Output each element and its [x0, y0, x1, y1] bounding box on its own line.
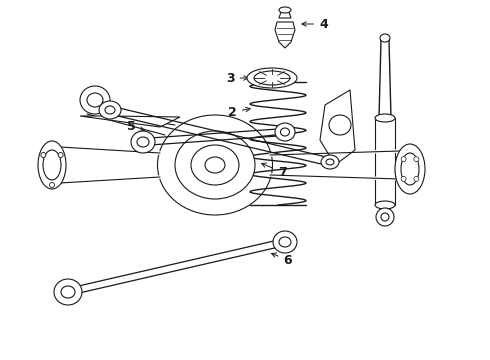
Ellipse shape	[275, 123, 295, 141]
Ellipse shape	[414, 157, 419, 162]
Ellipse shape	[58, 153, 63, 158]
Ellipse shape	[395, 144, 425, 194]
Ellipse shape	[321, 155, 339, 169]
Ellipse shape	[99, 101, 121, 119]
Ellipse shape	[380, 34, 390, 42]
Ellipse shape	[247, 68, 297, 88]
Ellipse shape	[61, 286, 75, 298]
Text: 6: 6	[271, 253, 292, 266]
Ellipse shape	[157, 115, 272, 215]
Text: 4: 4	[302, 18, 328, 31]
Ellipse shape	[137, 137, 149, 147]
Ellipse shape	[279, 237, 291, 247]
Ellipse shape	[54, 279, 82, 305]
Ellipse shape	[175, 131, 255, 199]
Ellipse shape	[254, 71, 290, 85]
Ellipse shape	[375, 114, 395, 122]
Ellipse shape	[326, 159, 334, 165]
Text: 3: 3	[226, 72, 248, 85]
Ellipse shape	[381, 213, 389, 221]
Ellipse shape	[131, 131, 155, 153]
Ellipse shape	[375, 201, 395, 209]
Ellipse shape	[205, 157, 225, 173]
Ellipse shape	[401, 157, 406, 162]
Ellipse shape	[49, 183, 54, 188]
Ellipse shape	[414, 176, 419, 181]
Ellipse shape	[43, 150, 61, 180]
Ellipse shape	[280, 128, 290, 136]
Text: 2: 2	[228, 105, 250, 118]
Ellipse shape	[279, 7, 291, 13]
Ellipse shape	[329, 115, 351, 135]
Ellipse shape	[191, 145, 239, 185]
Bar	[375, 118, 395, 205]
Ellipse shape	[401, 153, 419, 185]
Ellipse shape	[401, 176, 406, 181]
Polygon shape	[320, 90, 355, 165]
Polygon shape	[279, 12, 291, 18]
Ellipse shape	[41, 153, 46, 158]
Ellipse shape	[80, 86, 110, 114]
Ellipse shape	[87, 93, 103, 107]
Polygon shape	[80, 116, 180, 127]
Text: 7: 7	[262, 163, 287, 179]
Polygon shape	[275, 22, 295, 48]
Ellipse shape	[273, 231, 297, 253]
Ellipse shape	[38, 141, 66, 189]
Ellipse shape	[376, 208, 394, 226]
Text: 5: 5	[127, 120, 145, 132]
Ellipse shape	[105, 106, 115, 114]
